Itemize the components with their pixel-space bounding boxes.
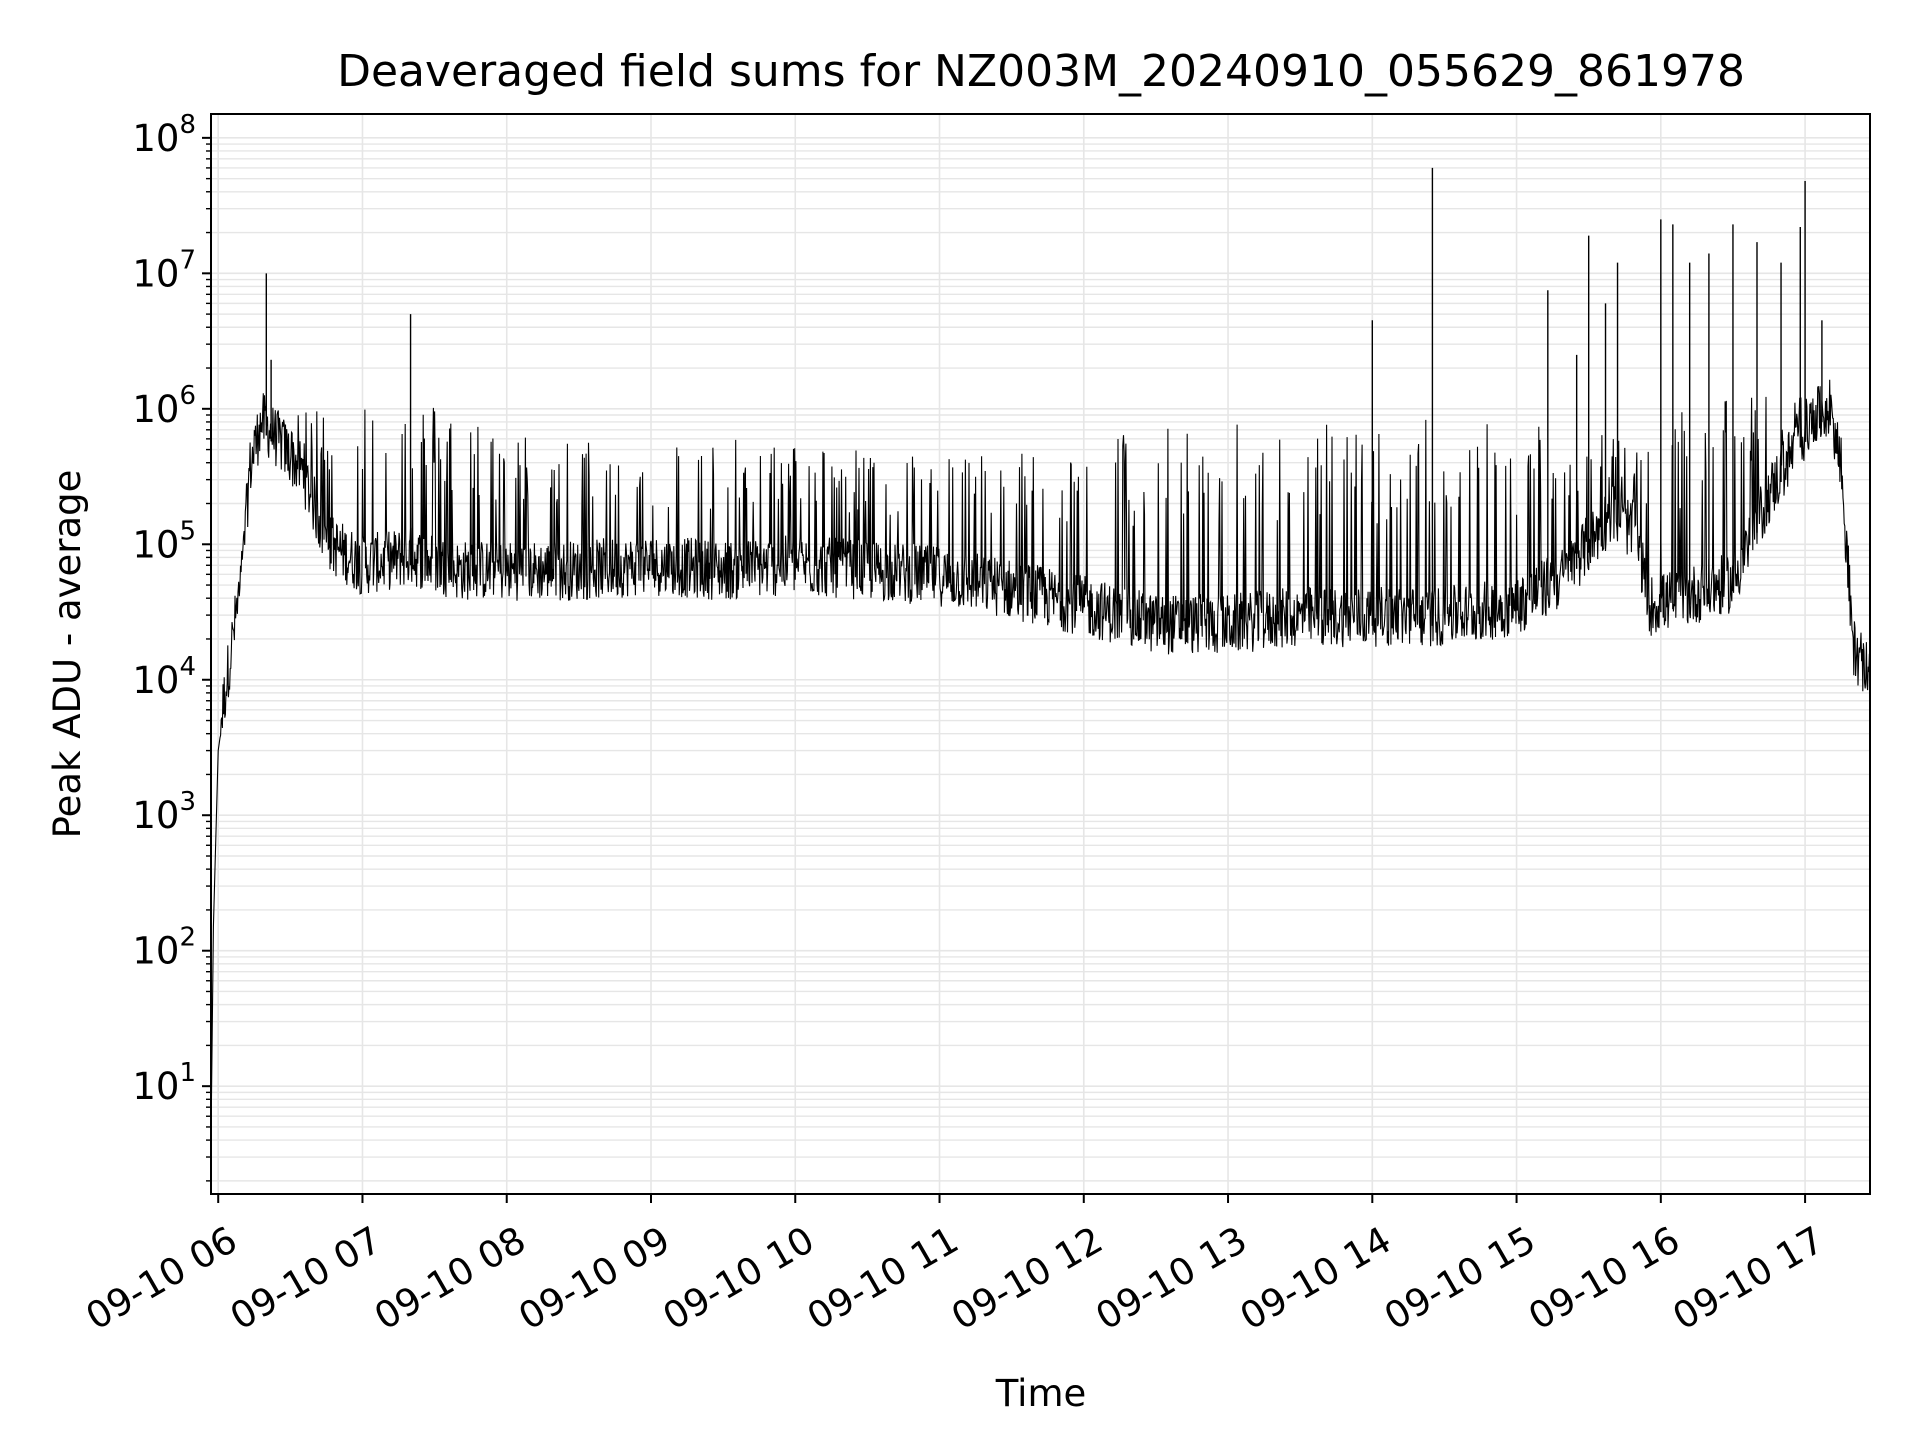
y-axis: 101 102 103 104 105 106 107 108	[132, 110, 211, 1182]
grid	[211, 114, 1870, 1194]
x-tick-label: 09-10 11	[800, 1218, 966, 1338]
y-tick-label: 104	[132, 652, 196, 702]
plot-frame	[210, 113, 1871, 1195]
x-tick-label: 09-10 13	[1089, 1218, 1255, 1338]
y-tick-label: 107	[132, 245, 196, 295]
y-tick-label: 108	[132, 110, 196, 160]
series-line	[210, 379, 1871, 1141]
x-tick-label: 09-10 08	[367, 1218, 533, 1338]
y-tick-label: 103	[132, 787, 196, 837]
y-tick-label: 101	[132, 1058, 196, 1108]
y-tick-label: 102	[132, 923, 196, 973]
y-tick-label: 106	[132, 381, 196, 431]
x-tick-label: 09-10 06	[79, 1218, 245, 1338]
x-tick-label: 09-10 17	[1666, 1218, 1832, 1338]
x-tick-label: 09-10 15	[1377, 1218, 1543, 1338]
x-tick-label: 09-10 10	[656, 1218, 822, 1338]
y-axis-label: Peak ADU - average	[46, 470, 89, 839]
x-axis-label: Time	[995, 1372, 1087, 1415]
chart-title: Deaveraged field sums for NZ003M_2024091…	[337, 46, 1745, 97]
x-tick-label: 09-10 07	[223, 1218, 389, 1338]
x-tick-label: 09-10 09	[512, 1218, 678, 1338]
x-tick-label: 09-10 14	[1233, 1218, 1399, 1338]
x-tick-label: 09-10 16	[1521, 1218, 1687, 1338]
y-tick-label: 105	[132, 516, 196, 566]
x-tick-label: 09-10 12	[944, 1218, 1110, 1338]
plot-area	[210, 167, 1871, 1141]
